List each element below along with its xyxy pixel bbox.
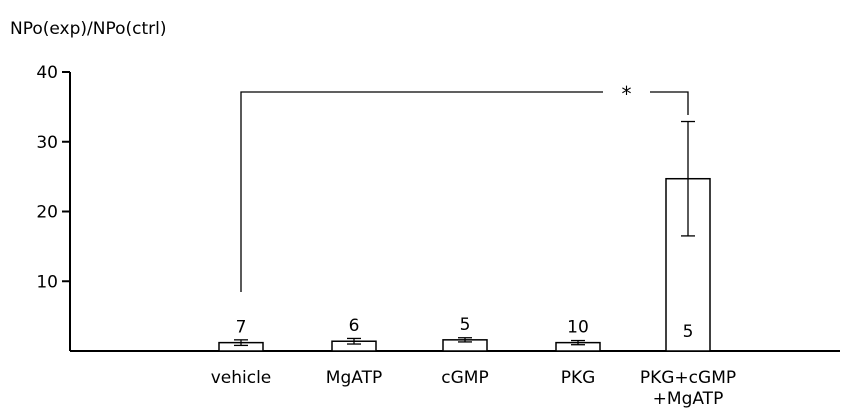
axes [69, 72, 840, 352]
y-tick-label: 40 [36, 63, 58, 83]
y-ticks: 10 20 30 40 [36, 63, 70, 292]
y-axis-title: NPo(exp)/NPo(ctrl) [10, 19, 167, 39]
x-category-label: vehicle [211, 368, 272, 388]
x-category-label: PKG [561, 368, 596, 388]
error-bar [234, 339, 248, 347]
significance-asterisk: * [622, 82, 632, 106]
error-bars [234, 120, 695, 347]
n-labels: 7 6 5 10 5 [236, 315, 694, 342]
x-category-label: PKG+cGMP +MgATP [640, 368, 736, 409]
error-bar [571, 339, 585, 346]
error-bar [458, 337, 472, 343]
x-category-label: cGMP [441, 368, 488, 388]
error-bar [681, 120, 695, 237]
x-category-label: MgATP [326, 368, 382, 388]
n-label: 5 [683, 322, 694, 342]
significance-bracket: * [240, 82, 689, 292]
n-label: 10 [567, 318, 589, 338]
error-bar [347, 337, 361, 345]
n-label: 6 [349, 316, 360, 336]
y-tick-label: 20 [36, 203, 58, 223]
y-tick-label: 10 [36, 272, 58, 292]
category-labels: vehicle MgATP cGMP PKG PKG+cGMP +MgATP [211, 368, 736, 409]
n-label: 5 [460, 315, 471, 335]
n-label: 7 [236, 318, 247, 338]
y-tick-label: 30 [36, 133, 58, 153]
significance-line [240, 91, 689, 292]
